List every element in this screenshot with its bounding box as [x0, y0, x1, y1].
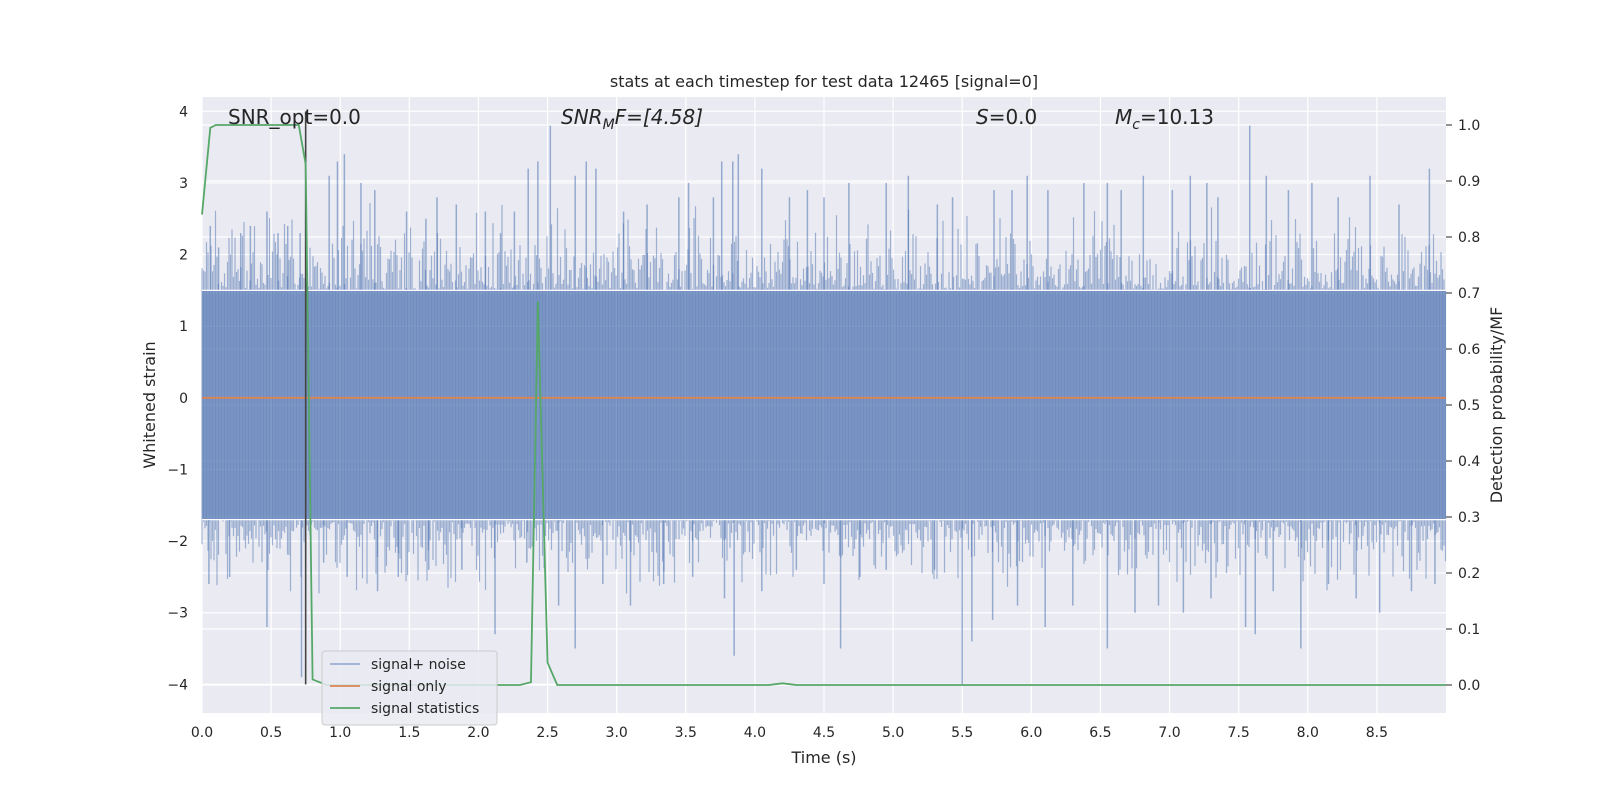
- x-tick-label: 8.0: [1297, 725, 1319, 741]
- y2-tick-label: 0.6: [1458, 342, 1480, 358]
- x-axis: 0.0 0.5 1.0 1.5 2.0 2.5 3.0 3.5 4.0 4.5 5.0 5.5 6.0 6…: [191, 725, 1388, 741]
- x-tick-label: 0.5: [260, 725, 282, 741]
- y2-tick-label: 0.7: [1458, 286, 1480, 302]
- chart-title: stats at each timestep for test data 124…: [610, 72, 1038, 91]
- x-tick-label: 7.0: [1158, 725, 1180, 741]
- x-tick-label: 0.0: [191, 725, 213, 741]
- y-tick-label: −3: [167, 606, 188, 622]
- y2-tick-label: 0.5: [1458, 398, 1480, 414]
- y-axis-label: Whitened strain: [140, 341, 159, 468]
- y2-tick-label: 0.4: [1458, 454, 1480, 470]
- x-tick-label: 4.5: [813, 725, 835, 741]
- legend-label-signal-noise: signal+ noise: [371, 657, 466, 673]
- x-tick-label: 8.5: [1366, 725, 1388, 741]
- y-tick-label: 2: [179, 248, 188, 264]
- annotation-snr-mf-suffix: F=[4.58]: [615, 105, 703, 129]
- y2-tick-label: 0.3: [1458, 510, 1480, 526]
- x-tick-label: 2.0: [467, 725, 489, 741]
- y-tick-label: −4: [167, 677, 188, 693]
- x-tick-label: 6.0: [1020, 725, 1042, 741]
- y2-tick-label: 0.2: [1458, 566, 1480, 582]
- y-tick-label: 3: [179, 176, 188, 192]
- annotation-s: S=0.0: [976, 105, 1037, 129]
- annotation-snr-mf: SNRMF=[4.58]: [561, 105, 703, 133]
- annotation-mc-prefix: M: [1115, 105, 1132, 129]
- noise-series: [201, 125, 1447, 685]
- x-tick-label: 7.5: [1228, 725, 1250, 741]
- legend-box: [321, 650, 498, 726]
- y2-axis-label: Detection probability/MF: [1487, 307, 1506, 504]
- y-tick-label: −2: [167, 534, 188, 550]
- y2-tick-label: 1.0: [1458, 118, 1480, 134]
- x-tick-label: 3.5: [675, 725, 697, 741]
- annotation-snr-mf-prefix: SNR: [561, 105, 603, 129]
- legend-label-signal-statistics: signal statistics: [371, 701, 479, 717]
- x-tick-label: 5.5: [951, 725, 973, 741]
- y-tick-label: 4: [179, 104, 188, 120]
- noise-trace: [201, 203, 1447, 594]
- legend-label-signal-only: signal only: [371, 679, 446, 695]
- x-axis-label: Time (s): [790, 748, 856, 767]
- x-tick-label: 3.0: [606, 725, 628, 741]
- annotation-snr-opt: SNR_opt=0.0: [228, 105, 361, 129]
- x-tick-label: 5.0: [882, 725, 904, 741]
- x-tick-label: 6.5: [1089, 725, 1111, 741]
- annotation-snr-mf-sub: M: [603, 117, 615, 133]
- y-tick-label: 1: [179, 319, 188, 335]
- annotation-mc-sub: c: [1132, 117, 1140, 133]
- x-tick-label: 1.0: [329, 725, 351, 741]
- legend: signal+ noise signal only signal statist…: [321, 650, 498, 726]
- y-tick-label: −1: [167, 462, 188, 478]
- y2-axis: 0.0 0.1 0.2 0.3 0.4 0.5 0.6 0.7 0.8 0.9 1.0: [1446, 118, 1480, 694]
- x-tick-label: 1.5: [398, 725, 420, 741]
- annotation-s-prefix: S: [976, 105, 989, 129]
- y-axis: −4 −3 −2 −1 0 1 2 3 4: [167, 104, 188, 693]
- y-tick-label: 0: [179, 391, 188, 407]
- annotation-s-suffix: =0.0: [989, 105, 1038, 129]
- annotation-mc-suffix: =10.13: [1140, 105, 1214, 129]
- y2-tick-label: 0.1: [1458, 622, 1480, 638]
- x-tick-label: 4.0: [744, 725, 766, 741]
- annotation-mc: Mc=10.13: [1115, 105, 1214, 133]
- y2-tick-label: 0.0: [1458, 678, 1480, 694]
- x-tick-label: 2.5: [536, 725, 558, 741]
- y2-tick-label: 0.8: [1458, 230, 1480, 246]
- y2-tick-label: 0.9: [1458, 174, 1480, 190]
